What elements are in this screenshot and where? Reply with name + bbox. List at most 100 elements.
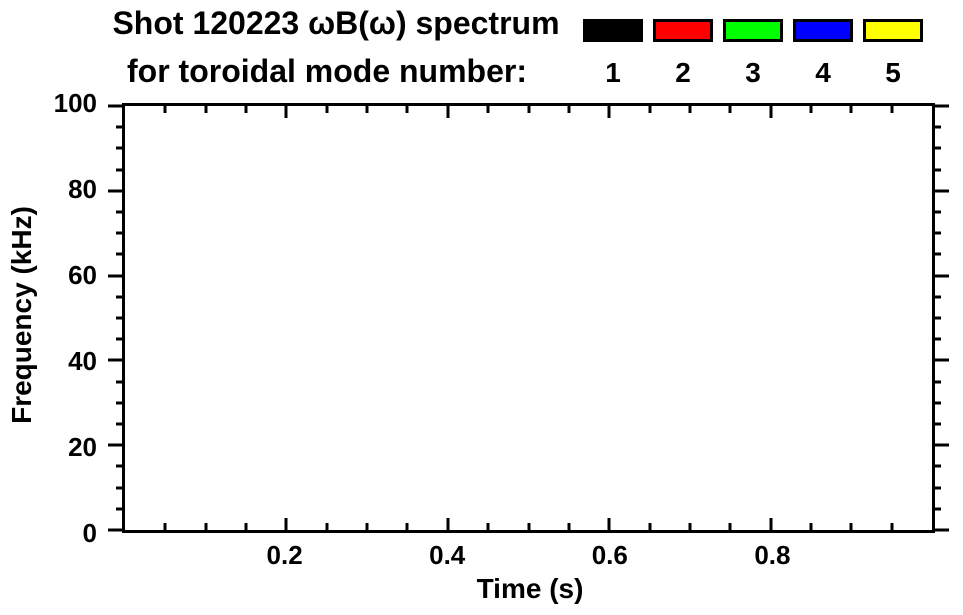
y-tick-label: 60 (68, 260, 97, 290)
y-axis-minor-tick-right (932, 486, 941, 490)
y-axis-minor-tick-right (932, 380, 941, 384)
x-axis-minor-tick-top (567, 106, 571, 113)
x-axis-major-tick-top (284, 106, 288, 118)
x-axis-minor-tick (405, 523, 409, 530)
legend-label-5: 5 (885, 57, 901, 88)
y-axis-minor-tick-right (932, 146, 941, 150)
x-axis-minor-tick (365, 523, 369, 530)
y-axis-minor-tick (116, 168, 125, 172)
y-tick-label: 0 (82, 518, 97, 548)
y-axis-minor-tick (116, 507, 125, 511)
y-axis-minor-tick-right (932, 168, 941, 172)
x-axis-minor-tick (688, 523, 692, 530)
x-axis-minor-tick-top (244, 106, 248, 113)
x-axis-major-tick (446, 518, 450, 530)
x-axis-major-tick (607, 518, 611, 530)
y-axis-major-tick (108, 104, 125, 108)
y-axis-minor-tick-right (932, 507, 941, 511)
y-axis-minor-tick (116, 252, 125, 256)
y-axis-minor-tick (116, 464, 125, 468)
y-axis-minor-tick-right (932, 231, 941, 235)
x-axis-minor-tick-top (890, 106, 894, 113)
y-axis-major-tick (108, 443, 125, 447)
y-axis-minor-tick-right (932, 401, 941, 405)
legend-swatch-2 (653, 19, 713, 42)
chart-title-line2: for toroidal mode number: (127, 53, 527, 89)
y-axis-major-tick-right (932, 189, 949, 193)
x-axis-minor-tick-top (204, 106, 208, 113)
x-axis-major-tick-top (769, 106, 773, 118)
x-tick-label: 0.2 (266, 540, 303, 570)
x-axis-major-tick (284, 518, 288, 530)
y-axis-minor-tick (116, 231, 125, 235)
y-axis-minor-tick-right (932, 252, 941, 256)
x-axis-minor-tick (204, 523, 208, 530)
y-axis-minor-tick (116, 380, 125, 384)
x-axis-minor-tick-top (325, 106, 329, 113)
x-axis-minor-tick-top (527, 106, 530, 113)
y-axis-minor-tick-right (932, 210, 941, 214)
y-axis-minor-tick (116, 210, 125, 214)
y-axis-minor-tick (116, 125, 125, 129)
y-axis-major-tick-right (932, 528, 949, 532)
x-axis-minor-tick-top (486, 106, 490, 113)
x-axis-minor-tick (648, 523, 652, 530)
legend-label-4: 4 (815, 57, 831, 88)
x-axis-minor-tick (567, 523, 571, 530)
legend-label-1: 1 (605, 57, 621, 88)
x-axis-minor-tick (527, 523, 530, 530)
legend-swatch-5 (863, 19, 923, 42)
y-axis-minor-tick (116, 146, 125, 150)
legend-label-2: 2 (675, 57, 691, 88)
y-axis-minor-tick (116, 486, 125, 490)
x-axis-minor-tick (728, 523, 732, 530)
y-tick-label: 80 (68, 174, 97, 204)
y-axis-major-tick-right (932, 274, 949, 278)
y-axis-title: Frequency (kHz) (6, 206, 37, 424)
legend-label-3: 3 (745, 57, 761, 88)
x-axis-minor-tick-top (688, 106, 692, 113)
y-axis-major-tick-right (932, 104, 949, 108)
y-axis-major-tick (108, 189, 125, 193)
y-axis-minor-tick-right (932, 422, 941, 426)
x-axis-minor-tick (244, 523, 248, 530)
y-axis-major-tick-right (932, 443, 949, 447)
y-axis-minor-tick (116, 401, 125, 405)
y-axis-minor-tick-right (932, 337, 941, 341)
x-axis-major-tick-top (446, 106, 450, 118)
y-axis-minor-tick (116, 422, 125, 426)
x-axis-minor-tick (486, 523, 490, 530)
y-axis-minor-tick-right (932, 464, 941, 468)
x-axis-minor-tick-top (163, 106, 167, 113)
x-axis-minor-tick-top (849, 106, 853, 113)
x-axis-title: Time (s) (476, 573, 584, 604)
legend-swatch-4 (793, 19, 853, 42)
y-axis-minor-tick (116, 295, 125, 299)
x-axis-minor-tick (890, 523, 894, 530)
y-tick-label: 20 (68, 432, 97, 462)
x-axis-minor-tick-top (728, 106, 732, 113)
y-axis-major-tick (108, 528, 125, 532)
y-axis-minor-tick (116, 337, 125, 341)
legend-swatch-3 (723, 19, 783, 42)
x-tick-label: 0.8 (754, 540, 791, 570)
y-tick-label: 40 (68, 346, 97, 376)
y-axis-major-tick (108, 358, 125, 362)
x-axis-minor-tick-top (405, 106, 409, 113)
x-tick-label: 0.6 (591, 540, 628, 570)
x-axis-major-tick (769, 518, 773, 530)
chart-title-line1: Shot 120223 ωB(ω) spectrum (112, 5, 560, 41)
x-axis-minor-tick-top (365, 106, 369, 113)
x-tick-label: 0.4 (429, 540, 466, 570)
y-axis-minor-tick-right (932, 316, 941, 320)
x-axis-minor-tick (325, 523, 329, 530)
plot-area (108, 103, 949, 533)
x-axis-minor-tick-top (809, 106, 813, 113)
x-axis-minor-tick-top (648, 106, 652, 113)
y-axis-major-tick-right (932, 358, 949, 362)
x-axis-minor-tick (849, 523, 853, 530)
x-axis-minor-tick (809, 523, 813, 530)
x-axis-major-tick-top (607, 106, 611, 118)
y-axis-minor-tick (116, 316, 125, 320)
